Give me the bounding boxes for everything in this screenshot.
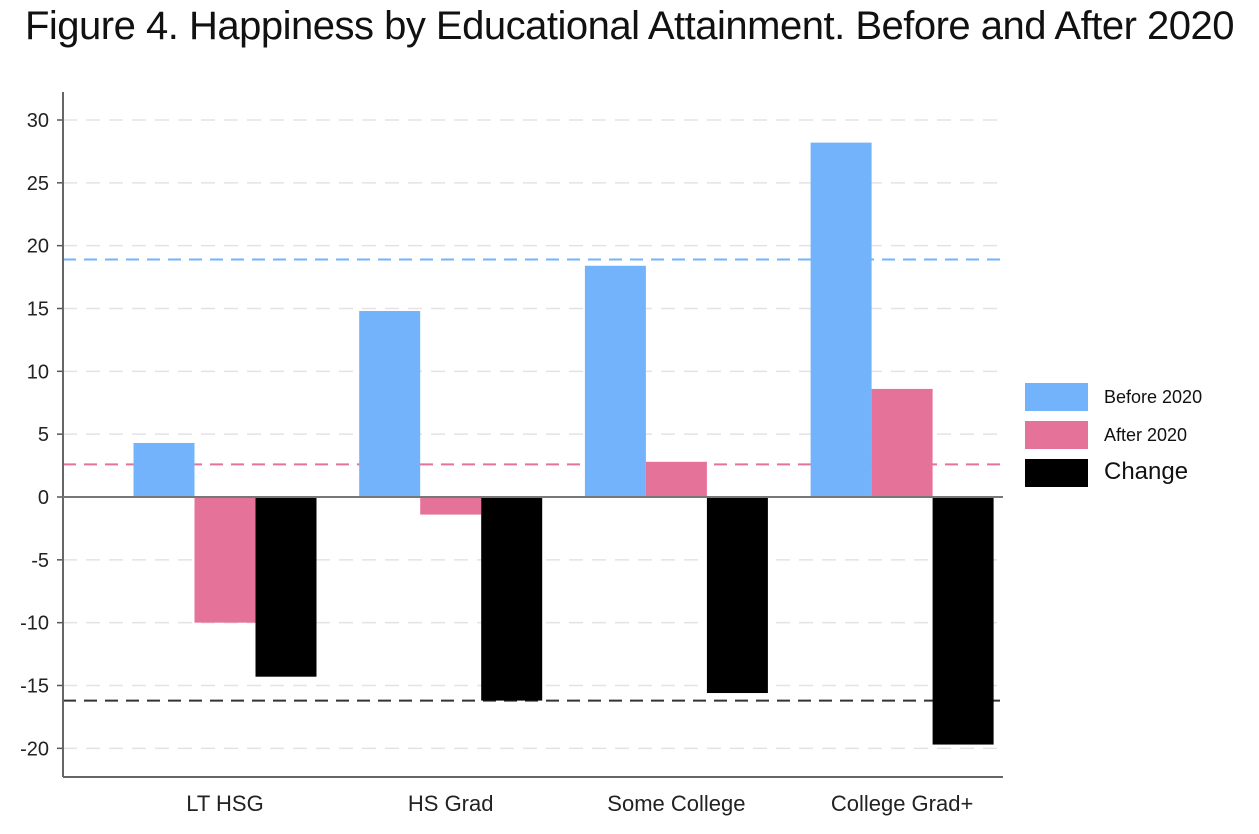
- legend-label: Change: [1104, 458, 1188, 485]
- bar-change-college-grad: [932, 497, 994, 745]
- y-tick-label: 0: [38, 487, 49, 509]
- bar-change-lt-hsg: [255, 497, 317, 677]
- bar-after-2020-some-college: [645, 461, 707, 497]
- bar-after-2020-hs-grad: [420, 497, 482, 515]
- bar-after-2020-lt-hsg: [194, 497, 256, 623]
- y-tick-label: 10: [27, 361, 49, 383]
- y-tick-label: -5: [31, 550, 49, 572]
- bars: [133, 142, 994, 745]
- x-category-label: HS Grad: [408, 791, 494, 816]
- legend-label: After 2020: [1104, 425, 1187, 445]
- legend-swatch: [1025, 383, 1088, 411]
- axes: 30 25 20 15 10 5 0 -5 -10 -15 -20 LT HSG HS Grad Some…: [20, 92, 1003, 816]
- y-tick-label: 20: [27, 236, 49, 258]
- bar-before-2020-hs-grad: [359, 311, 421, 497]
- y-tick-label: -20: [20, 738, 49, 760]
- legend-swatch: [1025, 459, 1088, 487]
- legend-swatch: [1025, 421, 1088, 449]
- y-tick-label: -10: [20, 613, 49, 635]
- y-tick-label: -15: [20, 676, 49, 698]
- x-category-label: Some College: [607, 791, 745, 816]
- bar-before-2020-some-college: [584, 265, 646, 497]
- x-category-label: College Grad+: [831, 791, 973, 816]
- legend-label: Before 2020: [1104, 387, 1202, 407]
- y-tick-label: 25: [27, 173, 49, 195]
- bar-before-2020-college-grad: [810, 142, 872, 497]
- chart-title: Figure 4. Happiness by Educational Attai…: [24, 4, 1235, 48]
- bar-change-hs-grad: [481, 497, 543, 701]
- legend: Before 2020 After 2020 Change: [1025, 383, 1202, 487]
- y-tick-label: 5: [38, 424, 49, 446]
- bar-after-2020-college-grad: [871, 388, 933, 497]
- y-tick-label: 15: [27, 299, 49, 321]
- y-tick-label: 30: [27, 110, 49, 132]
- bar-change-some-college: [706, 497, 768, 694]
- bar-before-2020-lt-hsg: [133, 442, 195, 497]
- x-category-label: LT HSG: [186, 791, 263, 816]
